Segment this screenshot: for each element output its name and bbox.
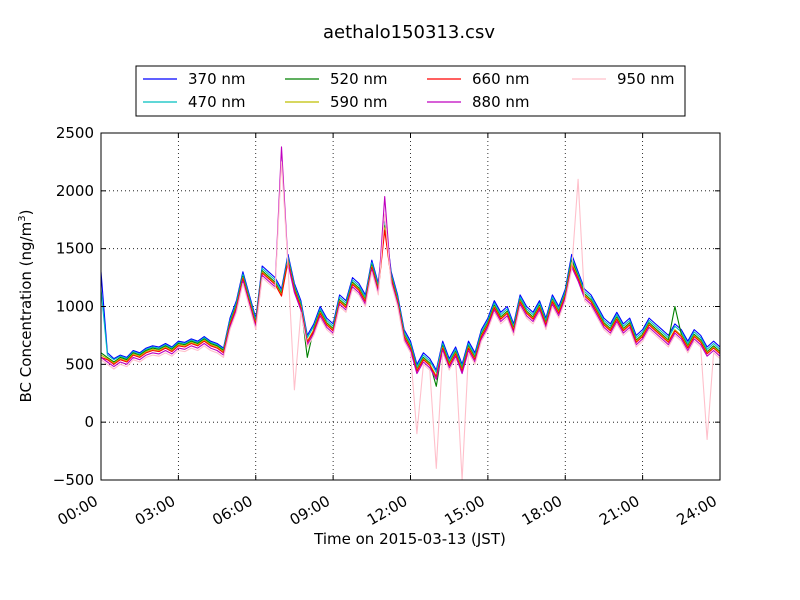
- series-line-660-nm: [101, 229, 720, 378]
- chart-title: aethalo150313.csv: [323, 22, 495, 43]
- x-tick-label: 24:00: [674, 492, 720, 529]
- legend-item: 590 nm: [285, 93, 388, 111]
- legend-item: 950 nm: [572, 70, 675, 88]
- legend-label: 470 nm: [188, 93, 246, 111]
- y-tick-label: 2000: [56, 182, 94, 200]
- series-line-470-nm: [101, 222, 720, 373]
- x-axis-label: Time on 2015-03-13 (JST): [313, 530, 506, 548]
- axis-ticks: [100, 132, 721, 481]
- legend-item: 470 nm: [143, 93, 246, 111]
- y-axis-label-main: BC Concentration (ng/m: [17, 222, 35, 403]
- legend-label: 660 nm: [472, 70, 530, 88]
- legend-item: 520 nm: [285, 70, 388, 88]
- y-tick-label: 2500: [56, 124, 94, 142]
- legend-item: 660 nm: [427, 70, 530, 88]
- y-axis-label: BC Concentration (ng/m3): [17, 210, 35, 403]
- x-tick-label: 21:00: [596, 492, 642, 529]
- y-tick-label: 500: [65, 355, 94, 373]
- y-tick-labels: −500 0 500 1000 1500 2000 2500: [53, 124, 94, 489]
- legend-label: 590 nm: [330, 93, 388, 111]
- y-axis-label-close: ): [17, 210, 35, 216]
- legend-label: 370 nm: [188, 70, 246, 88]
- legend-label: 950 nm: [617, 70, 675, 88]
- series-line-520-nm: [101, 224, 720, 387]
- legend-label: 520 nm: [330, 70, 388, 88]
- x-tick-label: 15:00: [441, 492, 487, 529]
- x-tick-label: 18:00: [519, 492, 565, 529]
- legend-item: 370 nm: [143, 70, 246, 88]
- x-tick-label: 12:00: [364, 492, 410, 529]
- y-tick-label: 1500: [56, 240, 94, 258]
- series-line-880-nm: [101, 146, 720, 380]
- legend-box: [135, 65, 686, 117]
- series-line-370-nm: [101, 219, 720, 371]
- y-tick-label: 0: [84, 413, 94, 431]
- x-tick-label: 09:00: [287, 492, 333, 529]
- x-tick-label: 00:00: [55, 492, 101, 529]
- series-line-950-nm: [101, 161, 720, 480]
- legend: 370 nm 470 nm 520 nm 590 nm 660 nm 880 nm 950 …: [135, 65, 686, 117]
- plot-area: [101, 133, 720, 480]
- series-lines: [101, 146, 720, 480]
- x-tick-labels: 00:00 03:00 06:00 09:00 12:00 15:00 18:00 21:00…: [55, 492, 720, 529]
- x-tick-label: 03:00: [132, 492, 178, 529]
- y-tick-label: −500: [53, 471, 94, 489]
- x-tick-label: 06:00: [209, 492, 255, 529]
- legend-label: 880 nm: [472, 93, 530, 111]
- legend-item: 880 nm: [427, 93, 530, 111]
- y-tick-label: 1000: [56, 298, 94, 316]
- y-axis-label-sup: 3: [17, 215, 28, 221]
